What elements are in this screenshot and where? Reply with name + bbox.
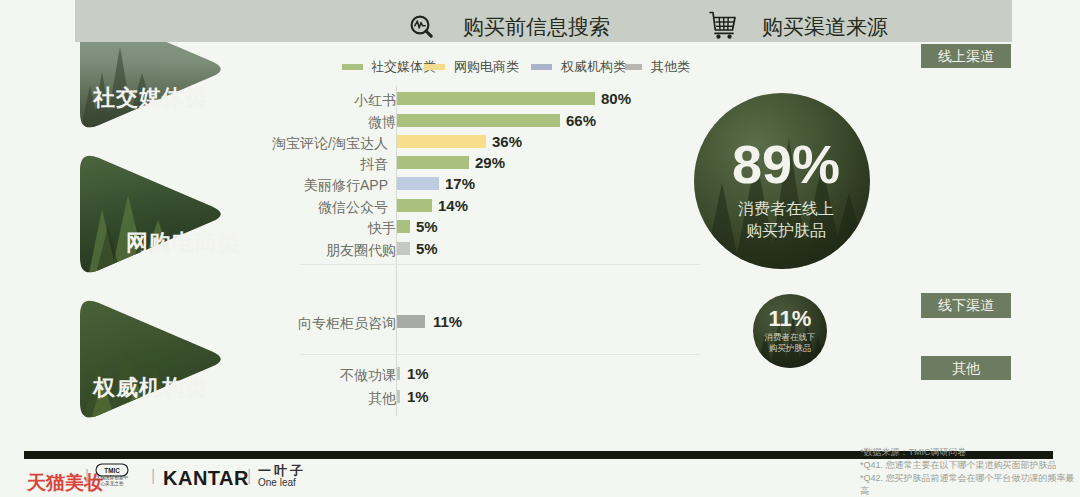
svg-text:TMIC: TMIC (104, 467, 120, 474)
